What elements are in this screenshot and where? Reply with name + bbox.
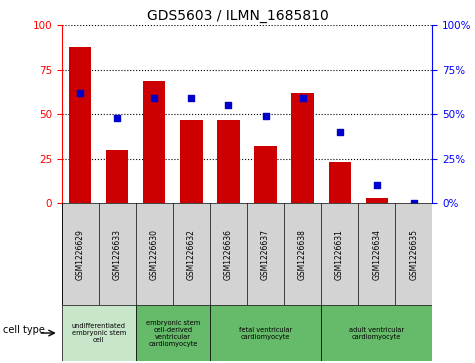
Text: undifferentiated
embryonic stem
cell: undifferentiated embryonic stem cell (72, 323, 126, 343)
Bar (255, 146, 276, 203)
Text: GDS5603 / ILMN_1685810: GDS5603 / ILMN_1685810 (147, 9, 328, 23)
Point (410, 200, 418, 206)
Point (336, 129, 343, 135)
Point (299, 95, 306, 101)
Point (262, 113, 269, 119)
Point (225, 102, 232, 108)
Text: cell type: cell type (3, 325, 45, 335)
Bar (210, 305, 321, 361)
Bar (69, 47, 91, 203)
Bar (218, 120, 239, 203)
Bar (62, 305, 136, 361)
Text: embryonic stem
cell-derived
ventricular
cardiomyocyte: embryonic stem cell-derived ventricular … (146, 319, 200, 347)
Point (76, 90, 84, 96)
Bar (136, 305, 210, 361)
Text: fetal ventricular
cardiomyocyte: fetal ventricular cardiomyocyte (239, 327, 292, 339)
Bar (180, 120, 202, 203)
Text: adult ventricular
cardiomyocyte: adult ventricular cardiomyocyte (349, 327, 404, 339)
Bar (329, 162, 351, 203)
Text: GSM1226636: GSM1226636 (224, 229, 233, 280)
Text: GSM1226635: GSM1226635 (409, 229, 418, 280)
Bar (143, 81, 165, 203)
Text: GSM1226632: GSM1226632 (187, 229, 196, 280)
Point (151, 95, 158, 101)
Text: GSM1226631: GSM1226631 (335, 229, 344, 280)
Bar (366, 198, 388, 203)
Bar (321, 305, 432, 361)
Point (188, 95, 195, 101)
Bar (106, 150, 128, 203)
Text: GSM1226634: GSM1226634 (372, 229, 381, 280)
Text: GSM1226630: GSM1226630 (150, 229, 159, 280)
Text: GSM1226638: GSM1226638 (298, 229, 307, 280)
Text: GSM1226629: GSM1226629 (76, 229, 85, 280)
Text: GSM1226637: GSM1226637 (261, 229, 270, 280)
Point (373, 183, 380, 188)
Point (114, 115, 121, 121)
Bar (292, 93, 314, 203)
Text: GSM1226633: GSM1226633 (113, 229, 122, 280)
